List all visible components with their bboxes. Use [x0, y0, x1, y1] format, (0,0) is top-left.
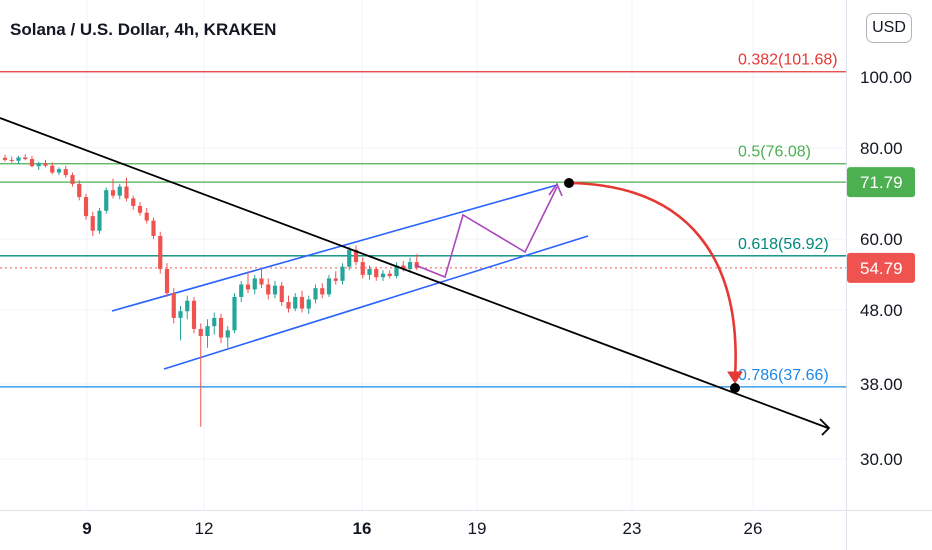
candle-body — [401, 265, 406, 269]
candle-body — [158, 235, 163, 269]
candle-body — [77, 183, 82, 198]
candle-body — [333, 278, 338, 281]
candle-body — [212, 317, 217, 327]
fib-level-label: 0.5(76.08) — [738, 144, 811, 161]
currency-button[interactable]: USD — [866, 13, 912, 43]
candle-body — [252, 278, 257, 290]
candle-body — [313, 288, 318, 300]
x-tick-label: 12 — [195, 519, 214, 538]
candle-body — [144, 212, 149, 221]
price-badge-label: 54.79 — [860, 259, 903, 278]
trend-line-arrowhead — [819, 418, 831, 436]
drop-anchor-dot[interactable] — [730, 383, 740, 393]
candle-body — [293, 296, 298, 309]
candle-body — [205, 326, 210, 337]
candle-body — [104, 190, 109, 211]
candle-body — [394, 265, 399, 277]
drop-arrow-curve — [568, 181, 737, 379]
candle-body — [326, 278, 332, 295]
x-tick-label: 19 — [468, 519, 487, 538]
candle-body — [407, 262, 413, 269]
candle-body — [380, 273, 386, 278]
candle-body — [245, 284, 251, 290]
x-tick-label: 9 — [82, 519, 91, 538]
candle-body — [218, 317, 224, 338]
candle-body — [23, 157, 28, 160]
candle-body — [164, 268, 170, 294]
candle-body — [191, 300, 197, 329]
candle-body — [2, 157, 8, 160]
candle-body — [36, 163, 41, 167]
projected-path[interactable] — [414, 186, 558, 279]
descending-trend-line[interactable] — [0, 117, 829, 429]
candle-body — [124, 186, 129, 199]
candle-body — [185, 300, 190, 312]
candle-body — [178, 311, 183, 318]
candle-body — [347, 249, 352, 267]
candle-body — [198, 328, 203, 337]
candle-body — [299, 296, 305, 309]
candle-body — [387, 273, 392, 277]
price-badge — [847, 167, 915, 198]
candle-body — [232, 296, 237, 331]
candle-body — [353, 249, 359, 263]
y-tick-label: 100.00 — [860, 68, 912, 87]
candle-body — [137, 205, 143, 213]
candle-body — [239, 284, 244, 297]
drop-arrow-head — [727, 371, 743, 384]
y-tick-label: 38.00 — [860, 375, 903, 394]
candle-body — [50, 165, 55, 173]
target-anchor-dot[interactable] — [564, 178, 574, 188]
fib-level-label: 0.618(56.92) — [738, 236, 829, 253]
candle-body — [83, 197, 89, 217]
candle-body — [360, 262, 365, 275]
candle-body — [374, 268, 379, 278]
chart-title: Solana / U.S. Dollar, 4h, KRAKEN — [10, 20, 277, 39]
candle-body — [306, 299, 311, 309]
channel-lower-line[interactable] — [163, 235, 589, 370]
candle-body — [110, 190, 116, 196]
price-badge-label: 71.79 — [860, 173, 903, 192]
x-tick-label: 16 — [353, 519, 372, 538]
candle-body — [272, 285, 278, 295]
candle-body — [90, 216, 95, 231]
candle-body — [117, 186, 122, 196]
candle-body — [56, 169, 62, 173]
candle-body — [131, 198, 136, 206]
candle-body — [70, 175, 75, 184]
candle-body — [171, 293, 176, 318]
x-tick-label: 26 — [744, 519, 763, 538]
candle-body — [16, 157, 21, 161]
candle-body — [320, 288, 325, 295]
y-tick-label: 60.00 — [860, 230, 903, 249]
candle-body — [367, 268, 372, 275]
candle-body — [225, 330, 230, 338]
channel-upper-line[interactable] — [111, 184, 558, 312]
projected-path-arrowhead — [548, 182, 563, 197]
candle-body — [259, 278, 264, 285]
y-tick-label: 80.00 — [860, 139, 903, 158]
candle-body — [29, 159, 35, 167]
y-tick-label: 48.00 — [860, 301, 903, 320]
candle-body — [286, 302, 291, 309]
fib-level-label: 0.382(101.68) — [738, 52, 838, 69]
price-badge — [847, 252, 915, 283]
candle-body — [266, 284, 271, 295]
candle-body — [63, 169, 68, 176]
candle-body — [97, 210, 102, 231]
x-tick-label: 23 — [623, 519, 642, 538]
candle-body — [43, 163, 48, 166]
candle-body — [340, 266, 345, 281]
candle-body — [9, 159, 14, 161]
candle-body — [151, 220, 156, 236]
fib-level-label: 0.786(37.66) — [738, 367, 829, 384]
y-tick-label: 30.00 — [860, 450, 903, 469]
candle-body — [279, 285, 284, 303]
